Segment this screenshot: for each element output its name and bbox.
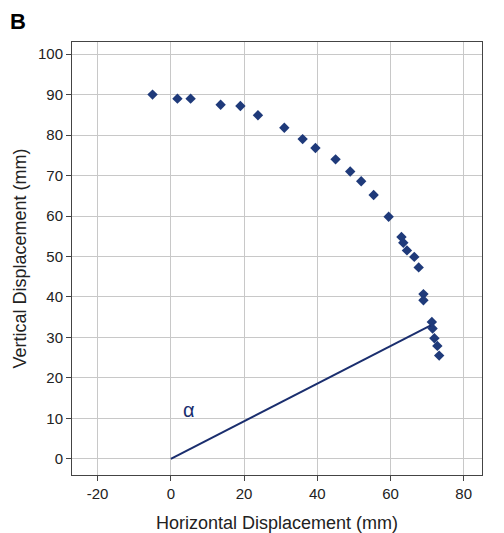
svg-text:90: 90 bbox=[46, 86, 63, 103]
svg-text:30: 30 bbox=[46, 329, 63, 346]
svg-text:α: α bbox=[183, 399, 195, 421]
svg-text:40: 40 bbox=[46, 288, 63, 305]
svg-text:0: 0 bbox=[167, 485, 175, 502]
svg-text:Horizontal Displacement (mm): Horizontal Displacement (mm) bbox=[156, 513, 398, 533]
svg-text:Vertical Displacement (mm): Vertical Displacement (mm) bbox=[10, 148, 30, 368]
svg-text:80: 80 bbox=[46, 126, 63, 143]
svg-text:-20: -20 bbox=[87, 485, 109, 502]
svg-text:20: 20 bbox=[46, 369, 63, 386]
svg-text:B: B bbox=[10, 9, 26, 34]
svg-text:10: 10 bbox=[46, 410, 63, 427]
svg-text:70: 70 bbox=[46, 167, 63, 184]
svg-text:80: 80 bbox=[455, 485, 472, 502]
svg-text:0: 0 bbox=[55, 450, 63, 467]
svg-text:100: 100 bbox=[38, 45, 63, 62]
svg-text:40: 40 bbox=[309, 485, 326, 502]
svg-text:60: 60 bbox=[382, 485, 399, 502]
svg-text:60: 60 bbox=[46, 207, 63, 224]
svg-text:20: 20 bbox=[236, 485, 253, 502]
svg-text:50: 50 bbox=[46, 248, 63, 265]
